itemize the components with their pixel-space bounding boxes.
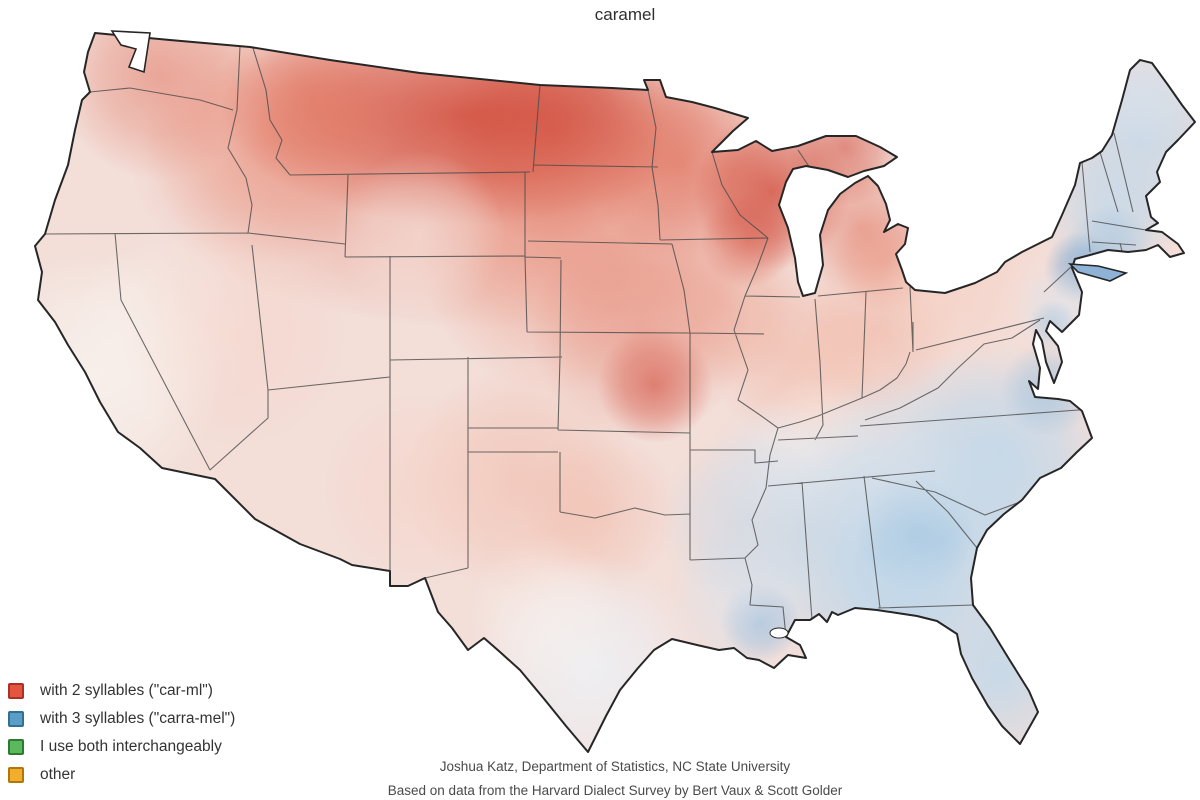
legend-label: I use both interchangeably [40,738,222,755]
state-borders [44,45,1147,638]
legend-item-2-syllables: with 2 syllables ("car-ml") [8,677,235,705]
long-island [1067,263,1129,282]
legend: with 2 syllables ("car-ml") with 3 sylla… [8,677,235,789]
us-coastline [34,32,1196,753]
legend-swatch-green-icon [8,739,24,755]
legend-label: with 2 syllables ("car-ml") [40,682,213,699]
credit-line-1: Joshua Katz, Department of Statistics, N… [439,759,791,774]
legend-swatch-red-icon [8,683,24,699]
legend-swatch-blue-icon [8,711,24,727]
legend-item-both: I use both interchangeably [8,733,235,761]
lake-pontchartrain [769,627,789,639]
legend-item-other: other [8,761,235,789]
map-credits: Joshua Katz, Department of Statistics, N… [0,755,1200,800]
legend-label: with 3 syllables ("carra-mel") [40,710,236,727]
puget-sound-water [110,30,151,74]
credit-line-2: Based on data from the Harvard Dialect S… [387,783,843,798]
legend-swatch-orange-icon [8,767,24,783]
legend-item-3-syllables: with 3 syllables ("carra-mel") [8,705,235,733]
page-title: caramel [594,5,656,24]
legend-label: other [40,766,76,783]
